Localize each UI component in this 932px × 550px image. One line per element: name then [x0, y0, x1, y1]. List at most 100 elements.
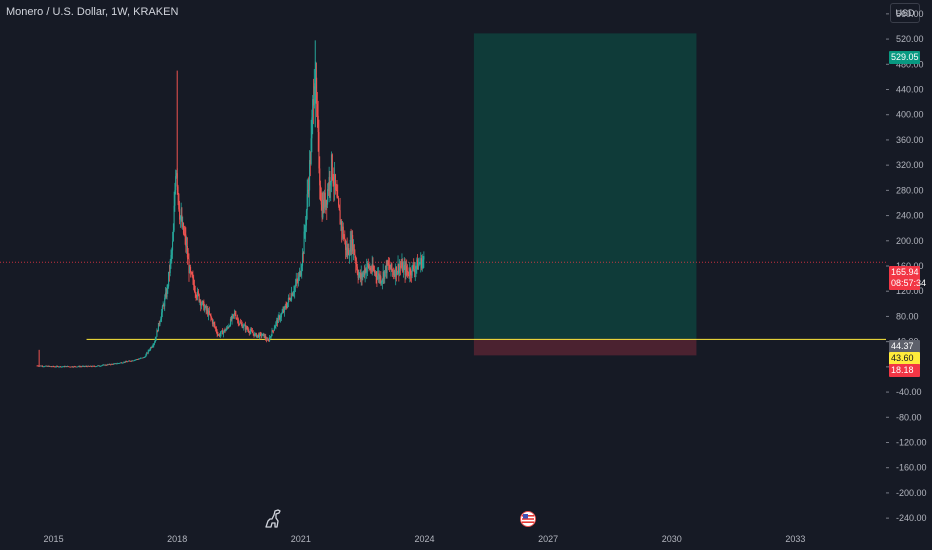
candle-body — [280, 317, 282, 320]
candle-body — [223, 329, 225, 332]
candle-body — [153, 343, 155, 346]
candle-body — [273, 328, 275, 331]
candle-body — [330, 181, 332, 186]
candle-body — [332, 177, 334, 184]
candle-body — [200, 300, 202, 306]
candle-body — [116, 363, 118, 365]
candle-body — [134, 359, 136, 361]
candle-body — [345, 239, 347, 250]
candle-body — [333, 183, 335, 186]
candle-body — [293, 291, 295, 294]
candle-body — [269, 336, 271, 338]
candle-body — [393, 274, 395, 275]
candle-body — [225, 329, 227, 332]
time-axis[interactable]: 2015 2018 2021 2024 2027 2030 2033 — [44, 534, 806, 544]
candle-body — [296, 280, 298, 281]
candle-body — [146, 352, 149, 354]
candle-body — [168, 271, 170, 274]
candle-body — [245, 326, 247, 330]
candle-body — [240, 322, 242, 324]
y-tick-label: 120.00 — [896, 286, 924, 296]
candle-body — [204, 307, 206, 311]
x-tick-label: 2030 — [662, 534, 682, 544]
candle-body — [416, 259, 418, 267]
candle-body — [152, 345, 154, 347]
candle-body — [123, 361, 125, 363]
candle-body — [278, 316, 280, 317]
candle-body — [89, 365, 91, 367]
y-tick-label: 480.00 — [896, 59, 924, 69]
candle-body — [57, 366, 59, 368]
candle-body — [241, 323, 243, 328]
candle-body — [246, 326, 248, 329]
candle-body — [158, 323, 160, 325]
candle-body — [49, 366, 51, 368]
candle-body — [315, 77, 317, 89]
candle-body — [96, 365, 98, 367]
candle-body — [222, 331, 224, 335]
candle-body — [247, 329, 250, 332]
candle-body — [67, 366, 69, 368]
candle-body — [193, 278, 195, 286]
candle-body — [397, 264, 399, 272]
y-tick-label: -40.00 — [896, 387, 922, 397]
candle-body — [37, 365, 39, 367]
y-tick-label: 360.00 — [896, 135, 924, 145]
candle-body — [368, 265, 370, 269]
candle-body — [399, 266, 401, 273]
candle-body — [313, 86, 315, 106]
candle-body — [150, 347, 152, 350]
currency-button[interactable]: USD — [890, 3, 920, 23]
candle-body — [160, 318, 162, 322]
candle-body — [190, 267, 192, 272]
candle-body — [287, 302, 289, 308]
candle-body — [148, 350, 150, 352]
candle-body — [369, 268, 371, 269]
candle-body — [169, 260, 171, 274]
current-price-tag: 165.94 08:57:34 — [889, 266, 926, 290]
candle-body — [366, 267, 368, 273]
candle-body — [218, 334, 220, 336]
candle-body — [165, 292, 167, 297]
candle-body — [252, 332, 254, 334]
candle-body — [265, 336, 267, 339]
candle-body — [392, 271, 394, 275]
candle-body — [377, 273, 380, 276]
dinosaur-icon[interactable] — [264, 508, 282, 528]
candle-body — [359, 273, 361, 275]
candle-body — [229, 325, 231, 327]
candle-body — [163, 305, 165, 307]
us-flag-icon[interactable] — [520, 511, 536, 527]
candle-body — [113, 363, 115, 365]
x-tick-label: 2018 — [167, 534, 187, 544]
candle-body — [402, 266, 405, 273]
candle-body — [81, 366, 84, 367]
candle-body — [228, 326, 230, 328]
candle-body — [84, 366, 86, 368]
candle-body — [92, 365, 95, 367]
candle-body — [178, 194, 180, 210]
candle-body — [85, 366, 87, 367]
candle-body — [409, 268, 411, 276]
candle-body — [182, 223, 184, 227]
candle-body — [191, 272, 193, 277]
candle-body — [388, 264, 390, 266]
candle-body — [199, 300, 201, 302]
candle-body — [404, 264, 406, 275]
candle-body — [97, 365, 99, 367]
current-price-value: 165.94 — [891, 267, 919, 277]
candle-body — [301, 265, 303, 272]
candle-body — [119, 362, 121, 364]
candle-body — [342, 226, 344, 238]
candle-body — [270, 336, 272, 337]
candle-body — [383, 272, 385, 279]
candle-body — [210, 314, 212, 318]
level-price-tag: 43.60 — [889, 352, 920, 365]
candle-body — [419, 263, 421, 265]
candle-body — [111, 363, 113, 365]
candle-body — [307, 189, 309, 195]
candle-body — [292, 293, 294, 296]
candle-body — [197, 291, 199, 298]
candle-body — [351, 234, 353, 252]
